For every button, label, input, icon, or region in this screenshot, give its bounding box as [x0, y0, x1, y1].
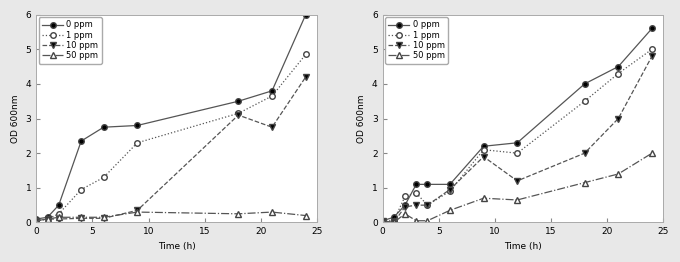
0 ppm	[133, 124, 141, 127]
0 ppm	[32, 217, 40, 221]
1 ppm	[390, 219, 398, 222]
50 ppm	[32, 219, 40, 222]
Line: 50 ppm: 50 ppm	[33, 209, 309, 223]
50 ppm	[302, 214, 310, 217]
50 ppm	[513, 198, 522, 201]
10 ppm	[390, 221, 398, 224]
50 ppm	[54, 216, 63, 219]
Line: 50 ppm: 50 ppm	[379, 150, 655, 225]
50 ppm	[99, 216, 107, 219]
50 ppm	[268, 210, 276, 214]
50 ppm	[379, 219, 387, 222]
Legend: 0 ppm, 1 ppm, 10 ppm, 50 ppm: 0 ppm, 1 ppm, 10 ppm, 50 ppm	[39, 17, 101, 63]
50 ppm	[412, 219, 420, 222]
50 ppm	[133, 210, 141, 214]
10 ppm	[648, 54, 656, 58]
10 ppm	[513, 179, 522, 182]
1 ppm	[99, 176, 107, 179]
50 ppm	[648, 152, 656, 155]
1 ppm	[446, 190, 454, 193]
0 ppm	[479, 145, 488, 148]
1 ppm	[614, 72, 622, 75]
0 ppm	[446, 183, 454, 186]
10 ppm	[32, 219, 40, 222]
0 ppm	[235, 100, 243, 103]
0 ppm	[401, 204, 409, 207]
X-axis label: Time (h): Time (h)	[158, 242, 195, 251]
1 ppm	[412, 192, 420, 195]
0 ppm	[390, 216, 398, 219]
0 ppm	[581, 82, 589, 85]
10 ppm	[401, 205, 409, 209]
0 ppm	[99, 126, 107, 129]
10 ppm	[581, 152, 589, 155]
Line: 1 ppm: 1 ppm	[33, 52, 309, 223]
10 ppm	[302, 75, 310, 79]
50 ppm	[401, 212, 409, 215]
10 ppm	[44, 217, 52, 221]
1 ppm	[32, 219, 40, 222]
Line: 0 ppm: 0 ppm	[33, 12, 309, 222]
10 ppm	[235, 113, 243, 117]
1 ppm	[235, 112, 243, 115]
10 ppm	[54, 217, 63, 221]
50 ppm	[44, 217, 52, 221]
0 ppm	[648, 27, 656, 30]
50 ppm	[479, 197, 488, 200]
10 ppm	[446, 188, 454, 191]
Y-axis label: OD 600nm: OD 600nm	[358, 94, 367, 143]
1 ppm	[379, 219, 387, 222]
0 ppm	[77, 139, 85, 143]
10 ppm	[412, 204, 420, 207]
Line: 10 ppm: 10 ppm	[33, 74, 309, 223]
50 ppm	[581, 181, 589, 184]
0 ppm	[379, 219, 387, 222]
0 ppm	[412, 183, 420, 186]
10 ppm	[133, 209, 141, 212]
50 ppm	[235, 212, 243, 215]
Legend: 0 ppm, 1 ppm, 10 ppm, 50 ppm: 0 ppm, 1 ppm, 10 ppm, 50 ppm	[385, 17, 448, 63]
10 ppm	[99, 217, 107, 220]
0 ppm	[302, 13, 310, 16]
X-axis label: Time (h): Time (h)	[504, 242, 542, 251]
50 ppm	[424, 219, 432, 222]
Y-axis label: OD 600nm: OD 600nm	[11, 94, 20, 143]
1 ppm	[54, 212, 63, 215]
0 ppm	[424, 183, 432, 186]
0 ppm	[44, 216, 52, 219]
1 ppm	[581, 100, 589, 103]
10 ppm	[424, 204, 432, 207]
10 ppm	[77, 217, 85, 220]
1 ppm	[44, 217, 52, 221]
1 ppm	[479, 148, 488, 151]
0 ppm	[268, 89, 276, 92]
50 ppm	[446, 209, 454, 212]
50 ppm	[390, 221, 398, 224]
10 ppm	[614, 117, 622, 120]
1 ppm	[77, 188, 85, 191]
1 ppm	[513, 152, 522, 155]
1 ppm	[648, 48, 656, 51]
1 ppm	[133, 141, 141, 144]
10 ppm	[479, 155, 488, 158]
0 ppm	[54, 204, 63, 207]
0 ppm	[513, 141, 522, 144]
10 ppm	[379, 219, 387, 222]
1 ppm	[302, 53, 310, 56]
1 ppm	[401, 195, 409, 198]
1 ppm	[424, 204, 432, 207]
50 ppm	[77, 216, 85, 219]
Line: 0 ppm: 0 ppm	[379, 26, 655, 223]
Line: 10 ppm: 10 ppm	[379, 53, 655, 225]
1 ppm	[268, 95, 276, 98]
10 ppm	[268, 126, 276, 129]
50 ppm	[614, 172, 622, 176]
0 ppm	[614, 65, 622, 68]
Line: 1 ppm: 1 ppm	[379, 46, 655, 223]
